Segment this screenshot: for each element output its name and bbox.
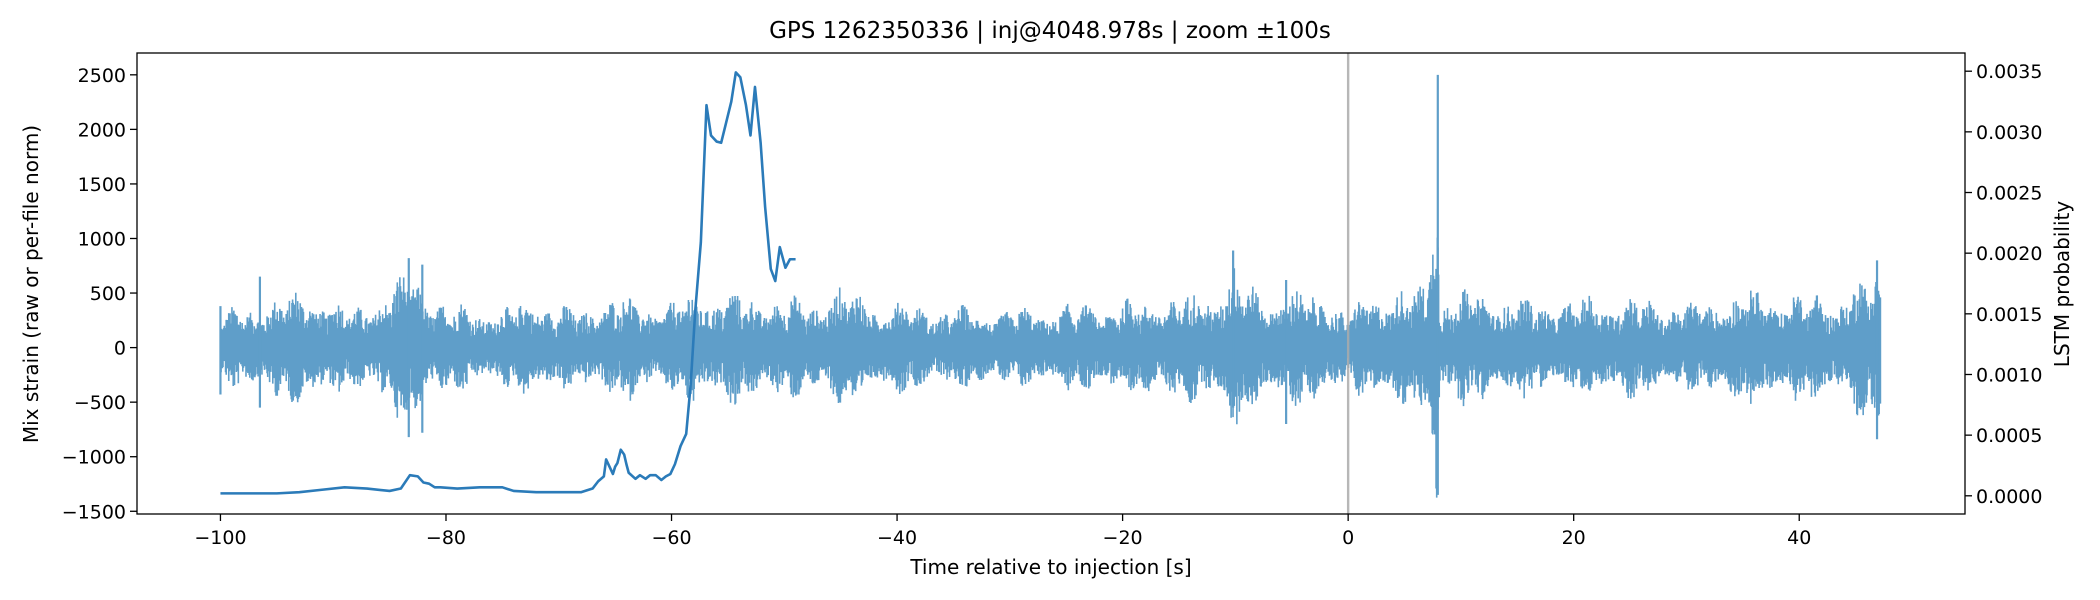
y-axis-label: Mix strain (raw or per-file norm) <box>19 125 43 443</box>
x-tick-label: −100 <box>194 527 246 549</box>
probability-series <box>220 71 796 495</box>
y2-tick-label: 0.0025 <box>1976 183 2042 205</box>
y-tick-label: 2000 <box>78 119 126 141</box>
x-tick-label: −20 <box>1103 527 1143 549</box>
y-tick-label: 0 <box>114 338 126 360</box>
x-tick-label: −80 <box>426 527 466 549</box>
y2-tick-label: 0.0015 <box>1976 304 2042 326</box>
y2-tick-label: 0.0030 <box>1976 122 2042 144</box>
y-tick-label: 2500 <box>78 65 126 87</box>
x-tick-label: 40 <box>1787 527 1811 549</box>
y-tick-label: 500 <box>90 283 126 305</box>
x-axis: −100 −80 −60 −40 −20 0 20 40 <box>194 514 1811 549</box>
y-tick-label: −500 <box>74 392 126 414</box>
y2-tick-label: 0.0010 <box>1976 364 2042 386</box>
plot-frame <box>136 52 1966 515</box>
y-tick-label: −1500 <box>62 501 126 523</box>
x-axis-label: Time relative to injection [s] <box>909 555 1191 579</box>
probability-line <box>220 71 796 495</box>
y2-tick-label: 0.0035 <box>1976 61 2042 83</box>
y2-axis-label: LSTM probability <box>2050 201 2074 368</box>
y-tick-label: −1000 <box>62 447 126 469</box>
y2-tick-label: 0.0020 <box>1976 243 2042 265</box>
y-tick-label: 1500 <box>78 174 126 196</box>
chart-title: GPS 1262350336 | inj@4048.978s | zoom ±1… <box>769 18 1331 44</box>
left-y-axis: −1500 −1000 −500 0 500 1000 1500 2000 2500 <box>62 65 137 523</box>
y2-tick-label: 0.0000 <box>1976 486 2042 508</box>
x-tick-label: −40 <box>877 527 917 549</box>
x-tick-label: 0 <box>1342 527 1354 549</box>
x-tick-label: −60 <box>651 527 691 549</box>
x-tick-label: 20 <box>1562 527 1586 549</box>
y-tick-label: 1000 <box>78 228 126 250</box>
strain-series <box>219 53 1882 514</box>
y2-tick-label: 0.0005 <box>1976 425 2042 447</box>
right-y-axis: 0.0000 0.0005 0.0010 0.0015 0.0020 0.0025 0.00… <box>1965 61 2042 508</box>
